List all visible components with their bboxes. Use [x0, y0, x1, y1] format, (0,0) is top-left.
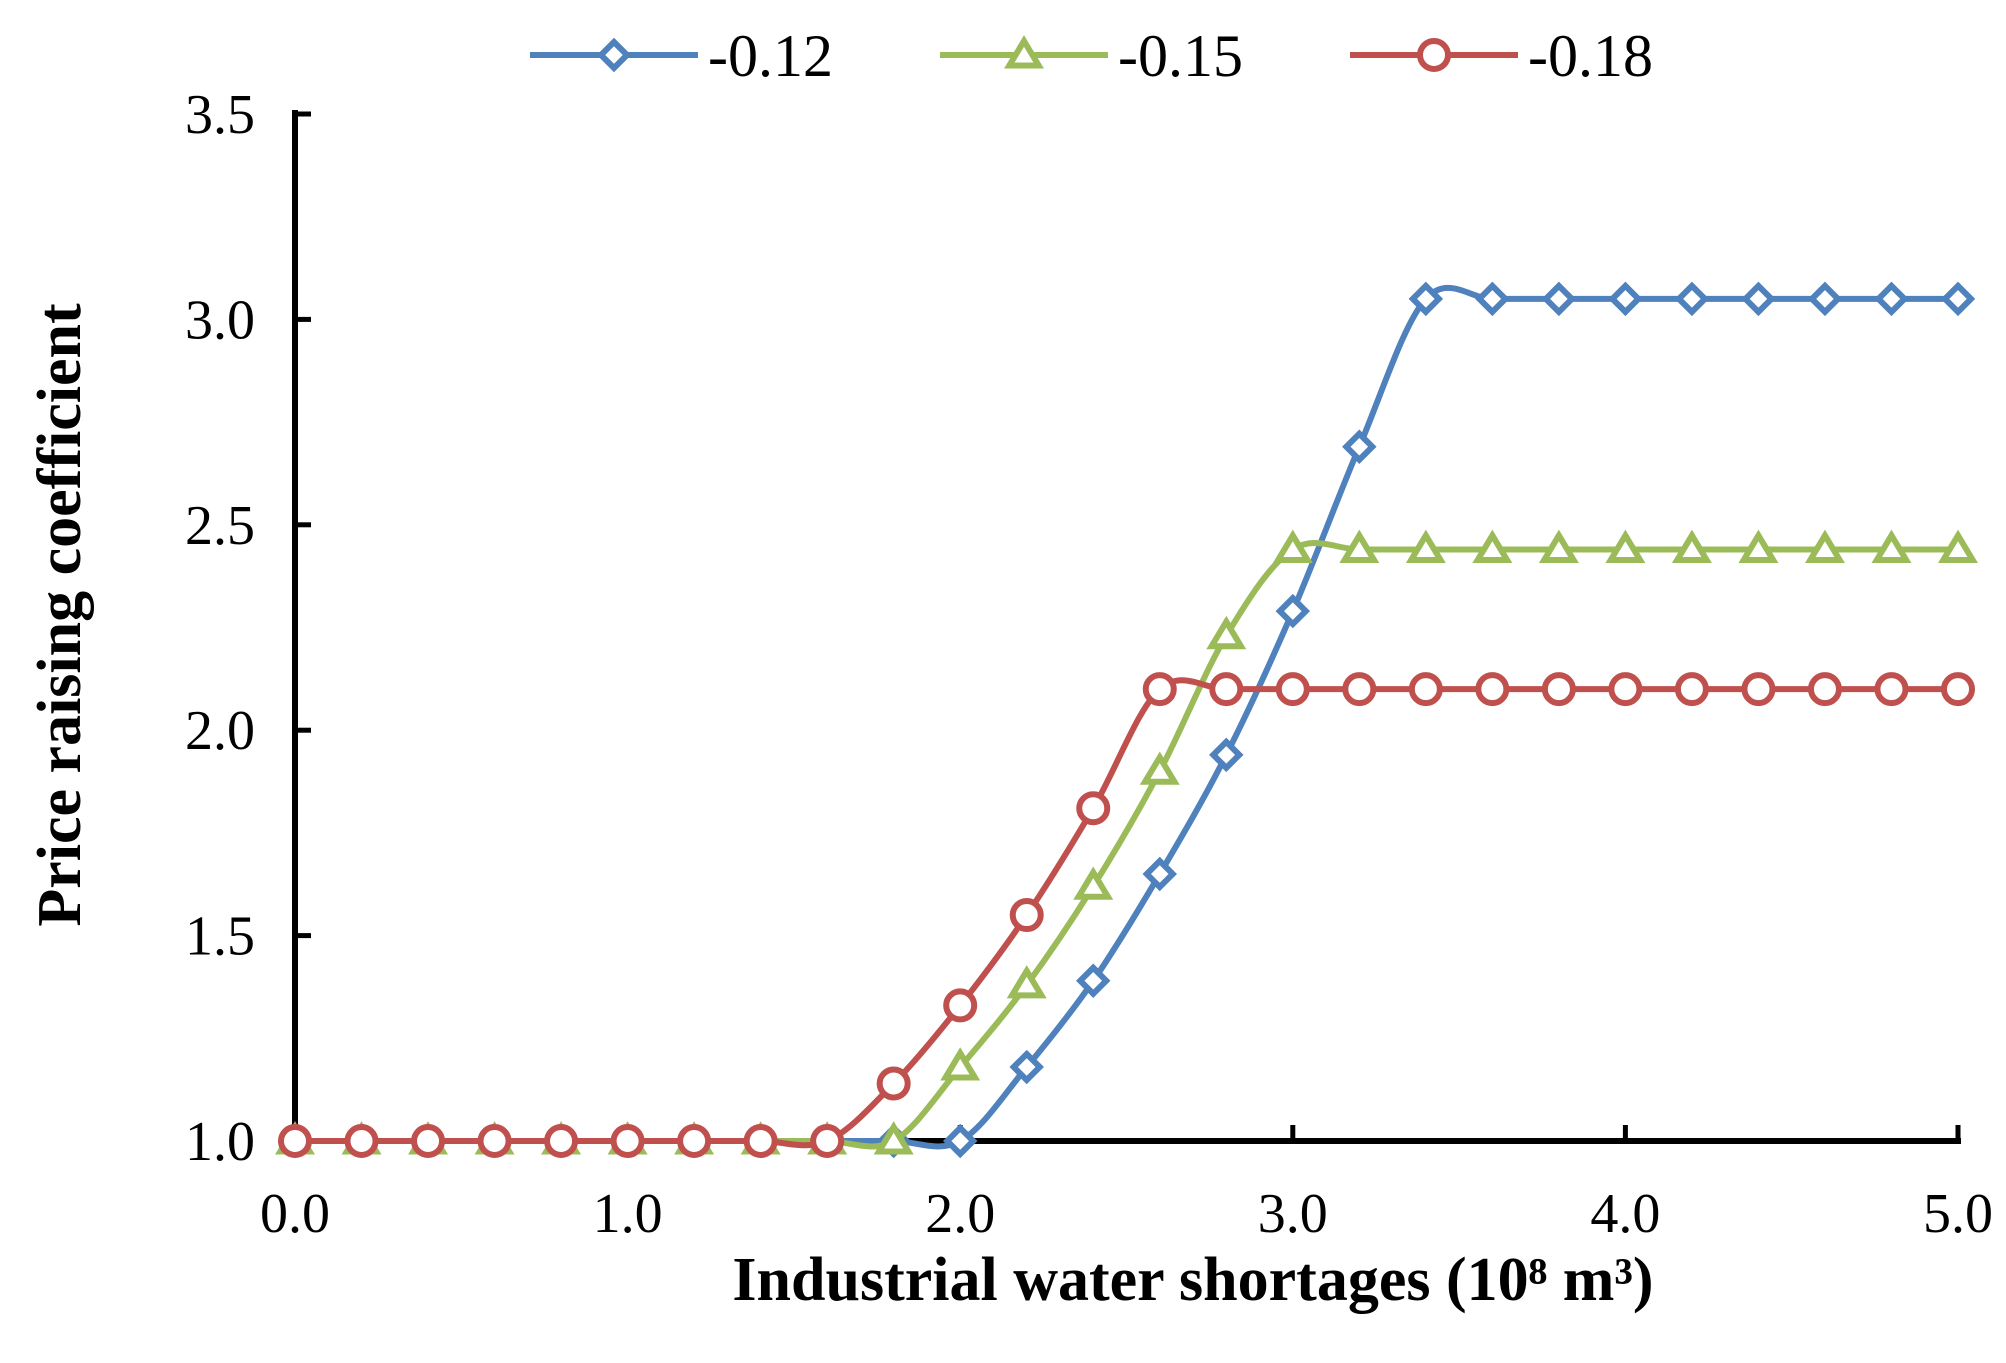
data-point [677, 1124, 712, 1158]
data-point [1541, 672, 1576, 707]
data-point [1475, 672, 1510, 707]
y-tick-label: 1.5 [185, 906, 255, 968]
data-point [344, 1124, 379, 1158]
data-point [1408, 281, 1444, 317]
data-point [1073, 866, 1114, 900]
data-point [743, 1124, 778, 1158]
y-axis-title: Price raising coefficient [26, 303, 94, 927]
data-point [1342, 429, 1377, 464]
data-point [942, 1123, 978, 1159]
data-point [1006, 965, 1047, 999]
x-tick-label: 2.0 [925, 1183, 995, 1245]
series-line [294, 284, 1958, 1150]
data-point [1874, 281, 1909, 317]
data-point [1139, 751, 1180, 785]
y-tick-label: 2.0 [185, 700, 255, 762]
data-point [1206, 615, 1247, 650]
data-point [1009, 1049, 1044, 1085]
data-point [1941, 672, 1975, 707]
data-point [1605, 529, 1646, 563]
data-point [1009, 898, 1044, 933]
y-tick-label: 3.0 [185, 289, 255, 351]
data-point [1339, 529, 1380, 563]
tick-labels: 1.01.52.02.53.03.50.0 1.0 2.0 3.0 4.0 5.0 [185, 84, 1993, 1245]
legend: -0.12 -0.15 -0.18 [530, 23, 1653, 89]
legend-marker [1004, 35, 1044, 69]
data-point [1408, 672, 1443, 707]
axes [291, 110, 1961, 1145]
data-point [1741, 281, 1776, 317]
data-point [1475, 281, 1510, 317]
data-point [1472, 529, 1513, 563]
data-point [810, 1124, 845, 1158]
series-layer [275, 281, 1978, 1159]
data-point [1608, 672, 1643, 707]
legend-label: -0.18 [1528, 23, 1653, 89]
data-point [873, 1121, 914, 1155]
x-tick-label: 1.0 [593, 1183, 663, 1245]
x-tick-label: 4.0 [1590, 1183, 1660, 1245]
data-point [610, 1124, 645, 1158]
legend-marker [1417, 38, 1451, 72]
y-tick-label: 3.5 [185, 84, 255, 146]
data-point [1608, 281, 1643, 317]
data-point [943, 988, 978, 1023]
series-triangle [275, 529, 1978, 1155]
legend-label: -0.15 [1118, 23, 1243, 89]
data-point [1807, 672, 1842, 707]
data-point [477, 1124, 512, 1158]
data-point [1871, 529, 1912, 563]
legend-label: -0.12 [708, 23, 833, 89]
data-point [1342, 672, 1377, 707]
x-tick-label: 5.0 [1923, 1183, 1993, 1245]
data-point [1674, 672, 1709, 707]
data-point [1142, 856, 1178, 892]
data-point [1209, 737, 1244, 773]
series-line [294, 677, 1958, 1149]
x-axis-title: Industrial water shortages (10⁸ m³) [732, 1246, 1653, 1314]
y-tick-label: 2.5 [185, 495, 255, 557]
data-point [1076, 791, 1111, 826]
legend-entry: -0.12 [530, 23, 833, 89]
data-point [1142, 672, 1177, 707]
data-point [1940, 281, 1976, 317]
legend-entry: -0.18 [1350, 23, 1653, 89]
data-point [1874, 672, 1909, 707]
data-point [876, 1066, 911, 1101]
data-point [1938, 529, 1978, 563]
data-point [940, 1047, 981, 1081]
series-circle [278, 672, 1975, 1158]
data-point [1075, 963, 1111, 999]
y-tick-label: 1.0 [185, 1111, 255, 1173]
data-point [1538, 529, 1579, 563]
data-point [1804, 529, 1845, 563]
legend-entry: -0.15 [940, 23, 1243, 89]
data-point [1674, 281, 1710, 317]
data-point [411, 1124, 446, 1158]
data-point [1275, 672, 1310, 707]
series-diamond [277, 281, 1976, 1159]
data-point [1272, 529, 1313, 563]
data-point [1405, 529, 1446, 563]
data-point [1275, 593, 1311, 629]
x-tick-label: 3.0 [1258, 1183, 1328, 1245]
legend-marker [596, 37, 632, 73]
data-point [1671, 529, 1712, 563]
data-point [1209, 672, 1244, 707]
data-point [278, 1124, 312, 1158]
data-point [1741, 672, 1776, 707]
x-tick-label: 0.0 [260, 1183, 330, 1245]
series-line [294, 540, 1958, 1150]
data-point [1541, 281, 1577, 317]
data-point [1807, 281, 1843, 317]
data-point [544, 1124, 579, 1158]
data-point [1738, 529, 1779, 563]
